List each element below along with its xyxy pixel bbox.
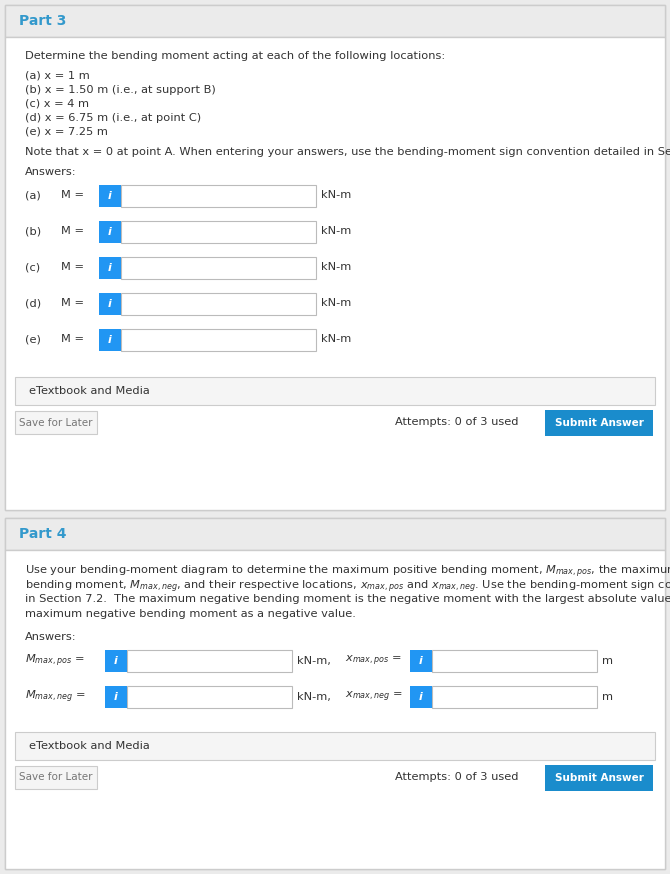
- Text: i: i: [108, 191, 112, 201]
- Text: M =: M =: [61, 190, 84, 200]
- Text: Note that x = 0 at point A. When entering your answers, use the bending-moment s: Note that x = 0 at point A. When enterin…: [25, 147, 670, 157]
- Text: Attempts: 0 of 3 used: Attempts: 0 of 3 used: [395, 417, 519, 427]
- Text: kN-m,: kN-m,: [297, 656, 331, 666]
- Text: i: i: [419, 656, 423, 666]
- Text: $x_{max, neg}$ =: $x_{max, neg}$ =: [345, 690, 403, 704]
- Bar: [127, 650, 292, 672]
- Bar: [121, 185, 316, 207]
- Bar: [15, 377, 655, 405]
- Text: Save for Later: Save for Later: [19, 773, 92, 782]
- Text: kN-m,: kN-m,: [297, 692, 331, 702]
- Text: (d) x = 6.75 m (i.e., at point C): (d) x = 6.75 m (i.e., at point C): [25, 113, 201, 123]
- Text: Save for Later: Save for Later: [19, 418, 92, 427]
- Text: eTextbook and Media: eTextbook and Media: [29, 386, 150, 396]
- Text: eTextbook and Media: eTextbook and Media: [29, 741, 150, 751]
- Text: Part 3: Part 3: [19, 14, 66, 28]
- Bar: [105, 686, 127, 708]
- Text: M =: M =: [61, 334, 84, 344]
- Text: m: m: [602, 692, 613, 702]
- Text: i: i: [114, 692, 118, 702]
- Text: Attempts: 0 of 3 used: Attempts: 0 of 3 used: [395, 772, 519, 782]
- Text: kN-m: kN-m: [321, 334, 351, 344]
- Bar: [5, 518, 665, 550]
- Bar: [99, 185, 121, 207]
- Text: (b) x = 1.50 m (i.e., at support B): (b) x = 1.50 m (i.e., at support B): [25, 85, 216, 95]
- Bar: [410, 686, 432, 708]
- Bar: [432, 686, 597, 708]
- Bar: [99, 257, 121, 279]
- Text: kN-m: kN-m: [321, 190, 351, 200]
- Text: i: i: [108, 335, 112, 345]
- Text: Use your bending-moment diagram to determine the maximum positive bending moment: Use your bending-moment diagram to deter…: [25, 564, 670, 580]
- Text: $M_{max, neg}$ =: $M_{max, neg}$ =: [25, 689, 86, 705]
- Bar: [121, 293, 316, 315]
- Bar: [127, 686, 292, 708]
- Text: M =: M =: [61, 262, 84, 272]
- Text: (a) x = 1 m: (a) x = 1 m: [25, 71, 90, 81]
- Text: (c) x = 4 m: (c) x = 4 m: [25, 99, 89, 109]
- Bar: [5, 37, 665, 510]
- Bar: [545, 410, 653, 436]
- Bar: [545, 765, 653, 791]
- Bar: [15, 732, 655, 760]
- Bar: [121, 257, 316, 279]
- Bar: [99, 221, 121, 243]
- Text: Submit Answer: Submit Answer: [555, 773, 643, 783]
- Bar: [121, 329, 316, 351]
- Bar: [99, 293, 121, 315]
- Text: kN-m: kN-m: [321, 226, 351, 236]
- Bar: [5, 518, 665, 869]
- Text: i: i: [108, 227, 112, 237]
- Bar: [5, 5, 665, 37]
- Text: m: m: [602, 656, 613, 666]
- Text: Part 4: Part 4: [19, 527, 66, 541]
- Text: i: i: [108, 263, 112, 273]
- Text: bending moment, $M_{max, neg}$, and their respective locations, $x_{max, pos}$ a: bending moment, $M_{max, neg}$, and thei…: [25, 579, 670, 595]
- Text: i: i: [419, 692, 423, 702]
- Bar: [432, 650, 597, 672]
- Bar: [121, 221, 316, 243]
- Text: M =: M =: [61, 226, 84, 236]
- Text: kN-m: kN-m: [321, 262, 351, 272]
- Bar: [410, 650, 432, 672]
- Text: (e) x = 7.25 m: (e) x = 7.25 m: [25, 127, 108, 137]
- Bar: [5, 550, 665, 869]
- Text: (b): (b): [25, 226, 41, 236]
- Text: (e): (e): [25, 334, 41, 344]
- Text: in Section 7.2.  The maximum negative bending moment is the negative moment with: in Section 7.2. The maximum negative ben…: [25, 594, 670, 604]
- Text: $M_{max, pos}$ =: $M_{max, pos}$ =: [25, 653, 84, 669]
- Bar: [15, 766, 97, 789]
- Text: Answers:: Answers:: [25, 632, 76, 642]
- Text: Answers:: Answers:: [25, 167, 76, 177]
- Bar: [5, 5, 665, 510]
- Text: (c): (c): [25, 262, 40, 272]
- Text: (d): (d): [25, 298, 41, 308]
- Bar: [99, 329, 121, 351]
- Text: (a): (a): [25, 190, 41, 200]
- Text: kN-m: kN-m: [321, 298, 351, 308]
- Bar: [15, 411, 97, 434]
- Text: M =: M =: [61, 298, 84, 308]
- Text: Submit Answer: Submit Answer: [555, 418, 643, 428]
- Text: i: i: [114, 656, 118, 666]
- Text: maximum negative bending moment as a negative value.: maximum negative bending moment as a neg…: [25, 609, 356, 619]
- Bar: [105, 650, 127, 672]
- Text: Determine the bending moment acting at each of the following locations:: Determine the bending moment acting at e…: [25, 51, 446, 61]
- Text: $x_{max, pos}$ =: $x_{max, pos}$ =: [345, 654, 402, 669]
- Text: i: i: [108, 299, 112, 309]
